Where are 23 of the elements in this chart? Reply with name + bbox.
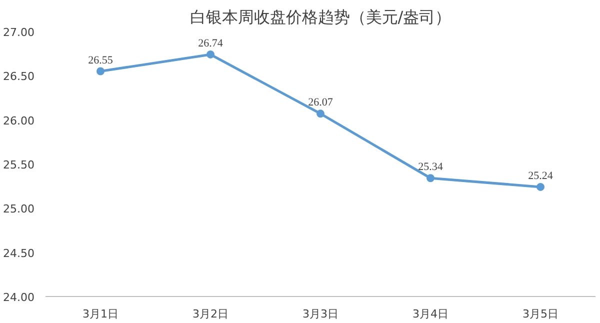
data-label: 25.24 bbox=[528, 170, 554, 182]
point bbox=[426, 174, 434, 182]
x-tick-label: 3月3日 bbox=[302, 308, 338, 320]
x-tick-label: 3月4日 bbox=[412, 308, 448, 320]
data-label: 26.55 bbox=[88, 54, 114, 66]
chart-title: 白银本周收盘价格趋势（美元/盎司） bbox=[190, 8, 452, 26]
data-label: 25.34 bbox=[418, 161, 444, 174]
y-tick-label: 26.50 bbox=[3, 70, 35, 84]
y-tick-label: 27.00 bbox=[3, 26, 35, 39]
y-tick-label: 24.00 bbox=[3, 291, 35, 304]
y-tick-label: 26.00 bbox=[3, 114, 35, 128]
y-tick-label: 25.50 bbox=[3, 158, 35, 172]
y-tick-label: 25.00 bbox=[3, 202, 35, 216]
data-label: 26.07 bbox=[308, 96, 334, 109]
y-tick-label: 24.50 bbox=[3, 246, 35, 260]
x-tick-label: 3月2日 bbox=[192, 308, 228, 320]
point bbox=[536, 182, 544, 191]
point bbox=[96, 67, 104, 76]
point bbox=[316, 110, 324, 118]
x-tick-label: 3月5日 bbox=[522, 308, 558, 320]
point bbox=[206, 50, 214, 58]
x-tick-label: 3月1日 bbox=[82, 308, 118, 320]
data-label: 26.74 bbox=[198, 37, 224, 50]
